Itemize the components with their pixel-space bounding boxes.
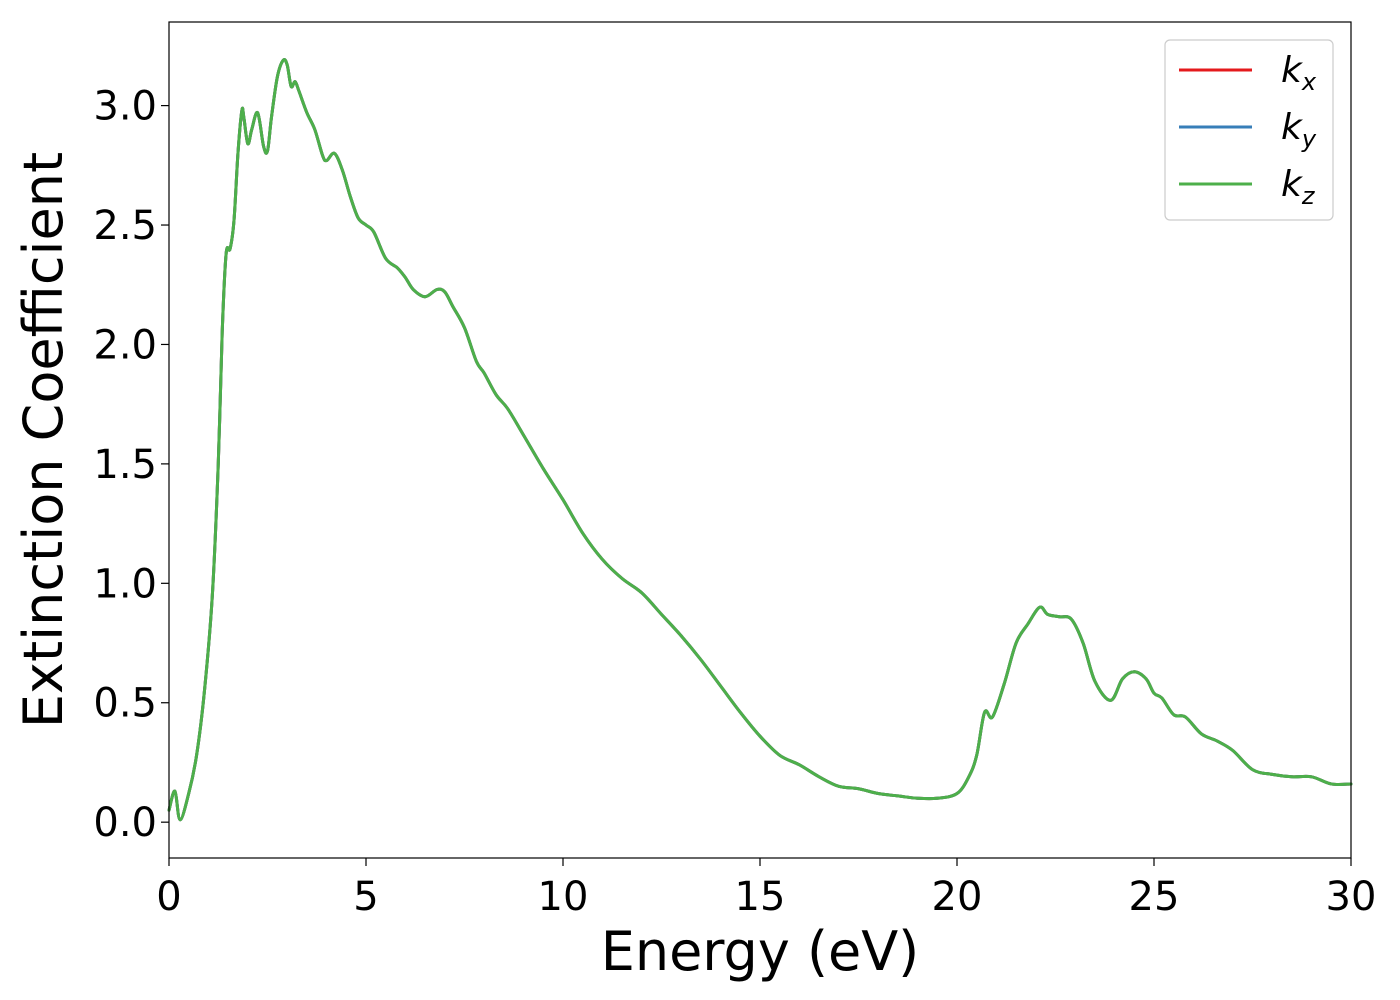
x-tick-label: 0 (156, 874, 181, 920)
legend-label-k_z: kz (1281, 164, 1316, 210)
y-tick-label: 1.0 (93, 561, 157, 607)
legend: kx ky kz (1164, 39, 1334, 221)
y-tick-label: 0.0 (93, 800, 157, 846)
x-tick-label: 25 (1129, 874, 1180, 920)
legend-box (1164, 39, 1334, 221)
y-tick-label: 1.5 (93, 442, 157, 488)
x-tick-label: 15 (735, 874, 786, 920)
y-axis: 0.0 0.5 1.0 1.5 2.0 2.5 3.0 (93, 84, 169, 846)
y-tick-label: 2.5 (93, 203, 157, 249)
legend-label-k_x: kx (1281, 50, 1317, 96)
y-tick-label: 0.5 (93, 681, 157, 727)
y-tick-label: 3.0 (93, 84, 157, 130)
x-tick-label: 5 (353, 874, 378, 920)
y-axis-label: Extinction Coefficient (12, 152, 75, 728)
x-axis-label: Energy (eV) (601, 920, 920, 983)
legend-label-k_y: ky (1281, 107, 1317, 153)
plot-lines (167, 58, 1353, 822)
x-tick-label: 10 (538, 874, 589, 920)
x-axis: 0 5 10 15 20 25 30 (156, 858, 1376, 920)
x-tick-label: 20 (932, 874, 983, 920)
x-tick-label: 30 (1326, 874, 1377, 920)
series-line-k_z (167, 58, 1353, 822)
y-tick-label: 2.0 (93, 322, 157, 368)
